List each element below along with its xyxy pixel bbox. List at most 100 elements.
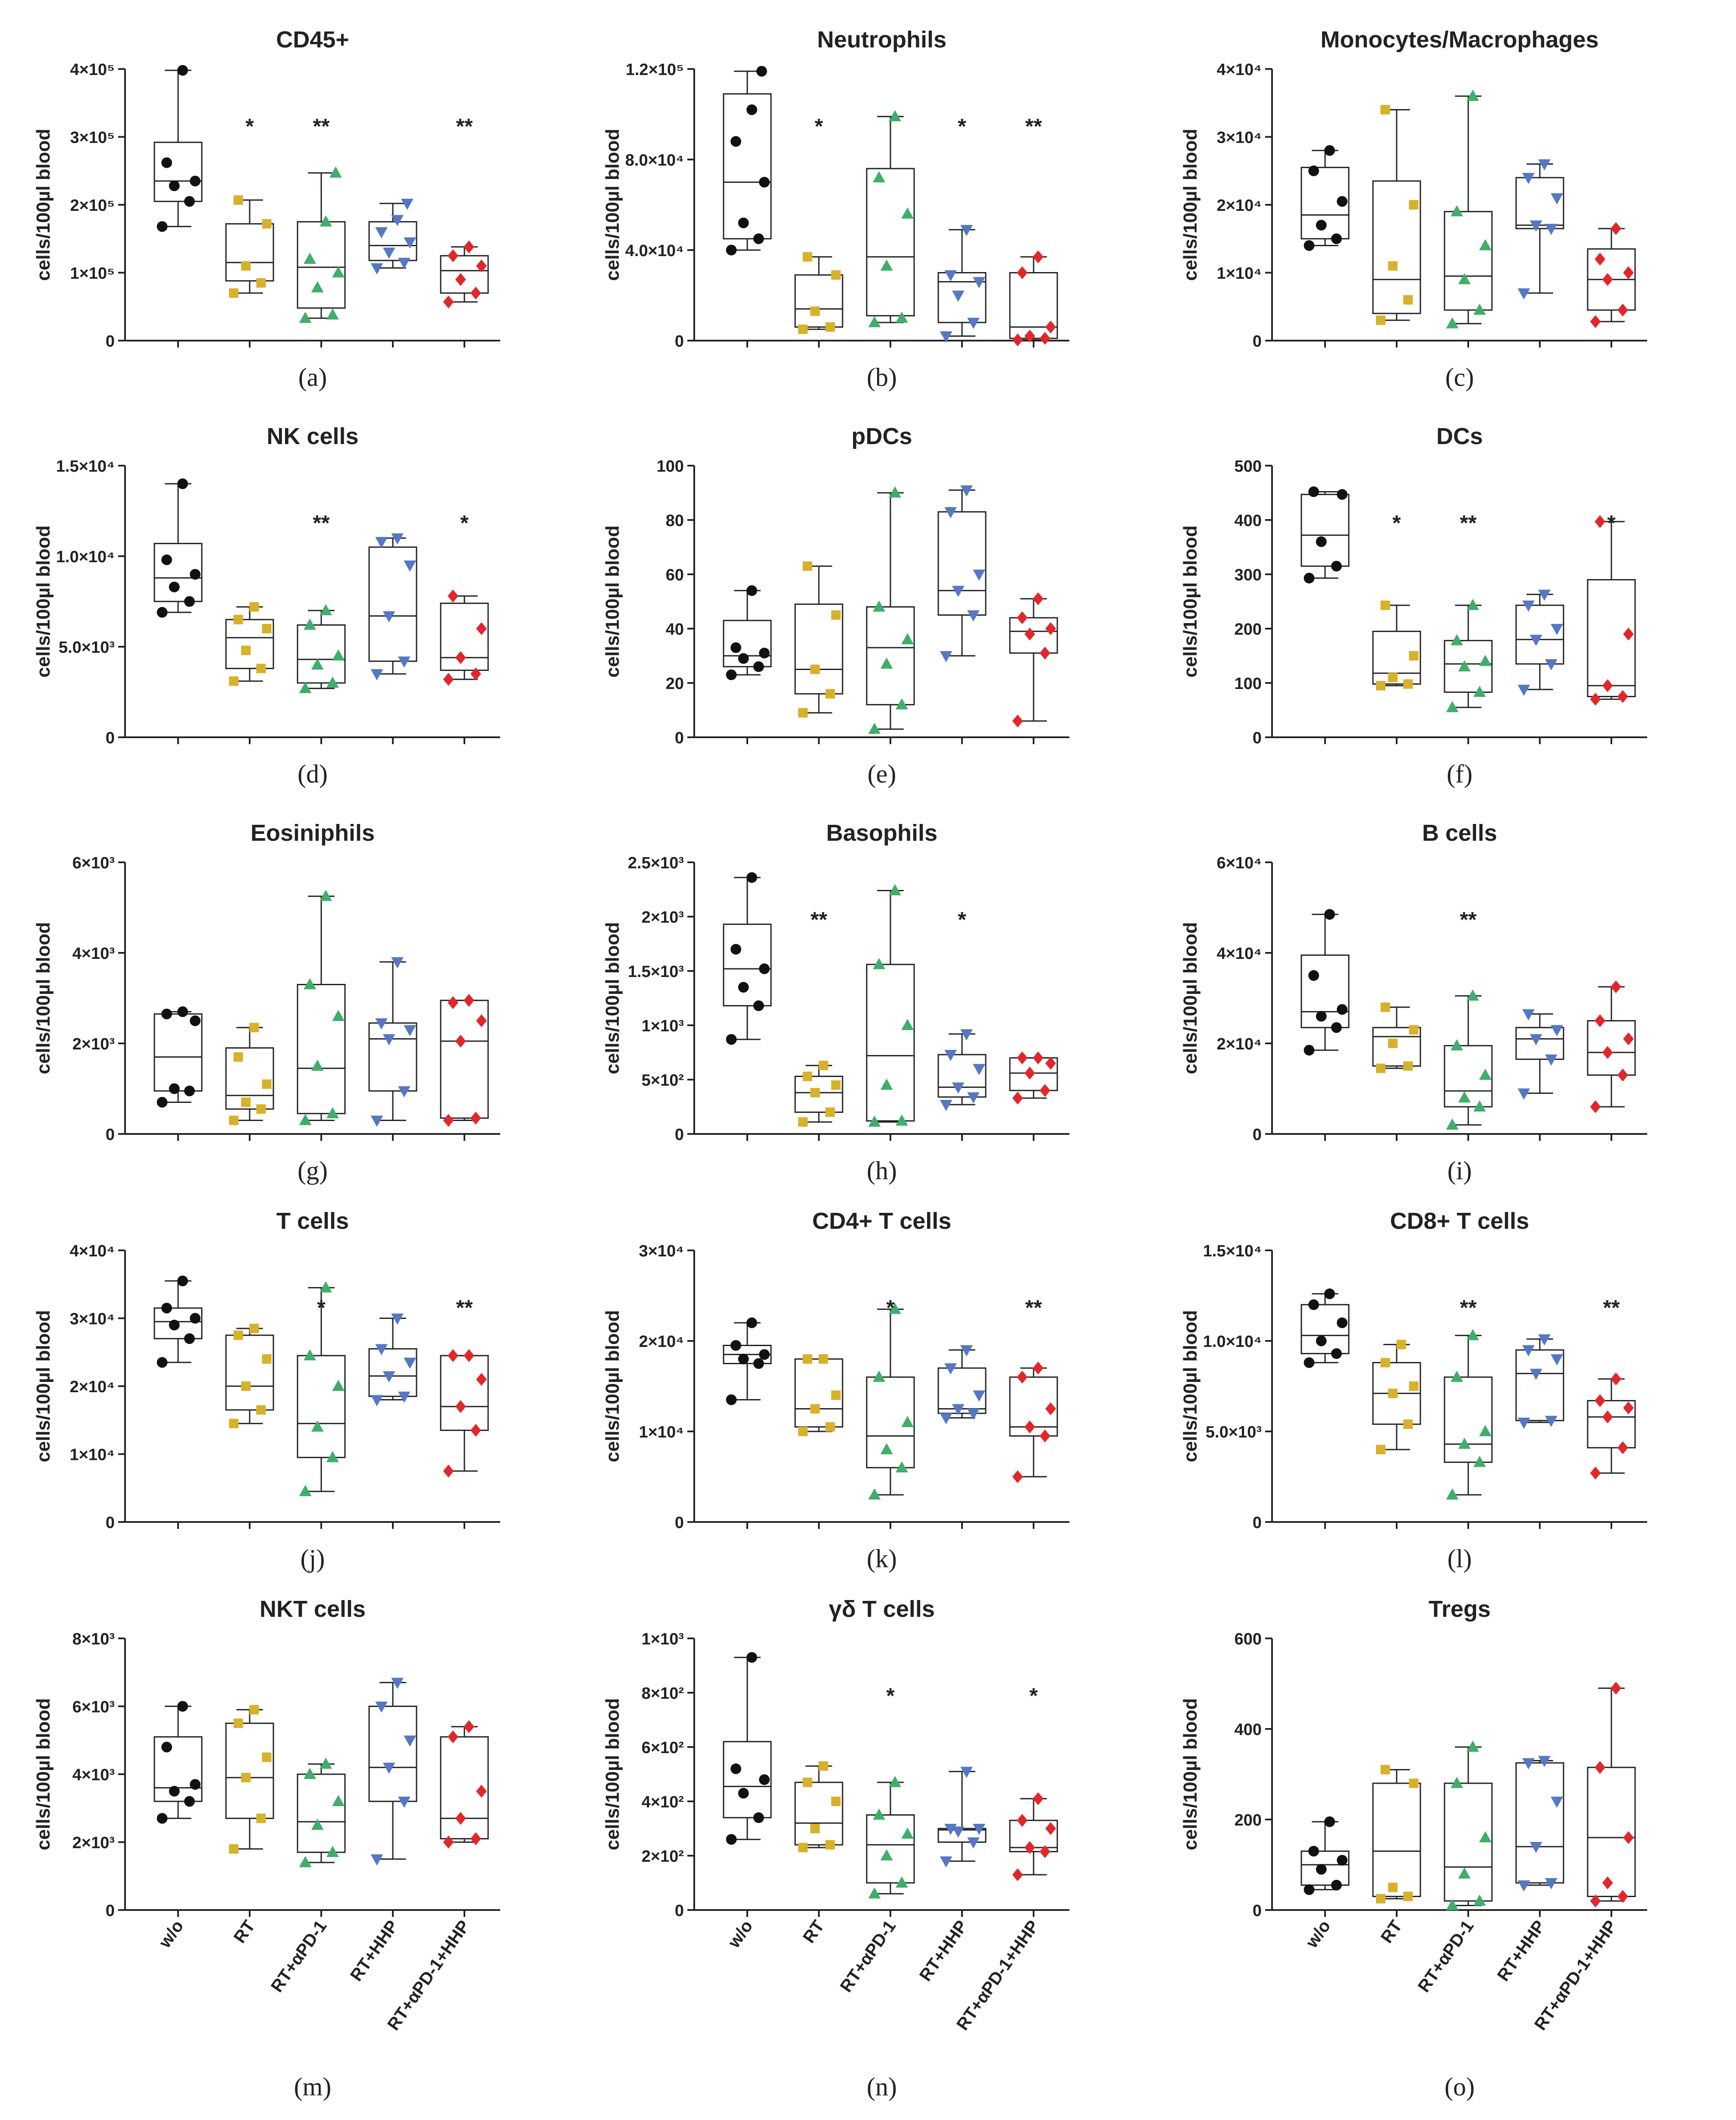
data-point: [746, 1652, 757, 1663]
box-w/o: [1300, 1851, 1350, 1886]
data-point: [831, 270, 841, 280]
data-point: [1040, 1429, 1050, 1443]
data-point: [831, 1080, 841, 1090]
data-point: [1595, 1394, 1605, 1407]
panel-label: (l): [1448, 1544, 1472, 1573]
data-point: [382, 611, 395, 623]
data-point: [233, 195, 243, 205]
chart-title: Neutrophils: [817, 27, 946, 53]
chart-title: CD8+ T cells: [1390, 1208, 1529, 1234]
data-point: [1590, 1895, 1601, 1907]
data-point: [1045, 1057, 1056, 1070]
data-point: [476, 1014, 487, 1027]
x-tick-label: RT+αPD-1: [837, 1917, 899, 1996]
data-point: [320, 215, 332, 227]
y-axis-label: cells/100µl blood: [1180, 525, 1201, 677]
data-point: [448, 249, 458, 263]
data-point: [889, 884, 901, 896]
data-point: [382, 1371, 395, 1383]
chart-title: γδ T cells: [829, 1596, 935, 1622]
box-w/o: [1300, 166, 1350, 240]
data-point: [1545, 1415, 1557, 1427]
data-point: [332, 1380, 345, 1391]
data-point: [825, 322, 835, 332]
data-point: [1458, 1091, 1471, 1102]
data-point: [470, 1424, 481, 1437]
data-point: [404, 561, 416, 572]
y-tick-label: 1×10⁴: [1217, 265, 1262, 283]
chart-panel-l: CD8+ T cells cells/100µl blood 0 5.0×10³ 1.0…: [1180, 1208, 1647, 1573]
panel-label: (a): [298, 363, 327, 391]
panel-label: (h): [867, 1156, 897, 1185]
y-axis-label: cells/100µl blood: [1180, 922, 1201, 1074]
chart-panel-a: CD45+ cells/100µl blood 0 1×10⁵ 2×10⁵ 3×10⁵ 4×…: [33, 27, 500, 391]
data-point: [190, 1313, 201, 1324]
data-point: [901, 1019, 914, 1030]
data-point: [404, 237, 416, 249]
data-point: [1517, 288, 1530, 300]
data-point: [1017, 1814, 1028, 1827]
y-axis-label: cells/100µl blood: [33, 1698, 54, 1850]
y-tick-label: 0: [675, 1514, 684, 1532]
data-point: [1551, 1797, 1563, 1808]
data-point: [470, 286, 481, 300]
data-point: [1403, 1891, 1413, 1901]
data-point: [464, 1349, 474, 1362]
data-point: [256, 664, 266, 673]
data-point: [1388, 1039, 1398, 1048]
data-point: [1316, 1011, 1327, 1022]
y-tick-label: 0: [106, 1514, 115, 1532]
y-axis-label: cells/100µl blood: [602, 922, 623, 1074]
chart-title: T cells: [276, 1208, 349, 1234]
data-point: [1376, 1063, 1386, 1073]
data-point: [818, 1354, 828, 1364]
chart-title: Basophils: [826, 820, 937, 846]
data-point: [802, 561, 812, 571]
data-point: [802, 252, 812, 262]
y-tick-label: 8×10²: [642, 1685, 684, 1703]
data-point: [233, 1718, 243, 1728]
data-point: [901, 1827, 914, 1839]
y-tick-label: 4×10²: [642, 1793, 684, 1811]
data-point: [868, 1115, 881, 1127]
box-RT+αPD-1+HHP: [1587, 1020, 1636, 1076]
data-point: [831, 1390, 841, 1400]
data-point: [1538, 589, 1551, 601]
data-point: [1403, 295, 1413, 305]
chart-panel-i: B cells cells/100µl blood 0 2×10⁴ 4×10⁴ 6×10⁴…: [1180, 820, 1647, 1185]
y-tick-label: 2×10³: [642, 908, 684, 927]
data-point: [868, 316, 881, 327]
data-point: [1595, 253, 1605, 266]
box-RT: [1372, 180, 1421, 314]
data-point: [831, 610, 841, 620]
y-tick-label: 8×10³: [72, 1630, 115, 1648]
data-point: [169, 180, 180, 191]
data-point: [896, 1461, 908, 1472]
data-point: [889, 110, 901, 122]
data-point: [1602, 1876, 1613, 1889]
box-RT+αPD-1+HHP: [440, 1736, 489, 1840]
data-point: [756, 66, 767, 77]
box-RT+αPD-1+HHP: [1587, 579, 1636, 697]
y-tick-label: 6×10³: [72, 854, 115, 872]
data-point: [370, 1395, 383, 1406]
data-point: [1409, 1779, 1419, 1788]
y-tick-label: 2×10²: [642, 1848, 684, 1866]
chart-panel-c: Monocytes/Macrophages cells/100µl blood 0 1…: [1180, 27, 1647, 391]
data-point: [1446, 1899, 1459, 1910]
data-point: [1409, 651, 1419, 661]
data-point: [1316, 1864, 1327, 1875]
data-point: [810, 306, 820, 316]
data-point: [1024, 1420, 1035, 1434]
data-point: [249, 1023, 259, 1033]
data-point: [391, 533, 404, 545]
chart-panel-n: γδ T cells cells/100µl blood 0 2×10² 4×10² 6×…: [602, 1596, 1069, 2101]
data-point: [1602, 1410, 1613, 1424]
significance-mark: **: [456, 1296, 473, 1320]
data-point: [753, 661, 764, 672]
data-point: [332, 266, 345, 278]
data-point: [960, 485, 973, 497]
x-tick-label: RT+HHP: [1494, 1917, 1549, 1985]
y-tick-label: 40: [666, 620, 684, 639]
data-point: [1308, 970, 1319, 981]
